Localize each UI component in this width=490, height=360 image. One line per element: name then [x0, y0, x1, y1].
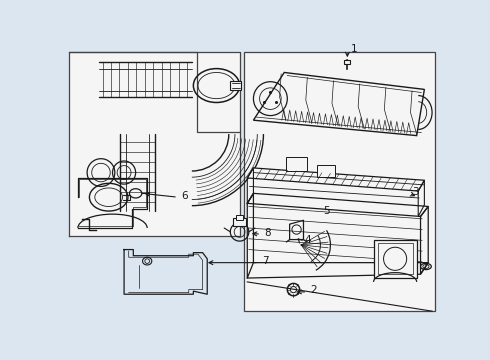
Polygon shape — [253, 72, 424, 136]
Text: 1: 1 — [350, 44, 357, 54]
Text: 4: 4 — [304, 235, 311, 245]
Text: 2: 2 — [311, 285, 317, 295]
Text: 7: 7 — [262, 256, 269, 266]
Text: 3: 3 — [412, 187, 418, 197]
Bar — [244, 53, 435, 311]
Text: 5: 5 — [323, 206, 330, 216]
Bar — [317, 165, 335, 177]
Bar — [374, 239, 416, 278]
Text: 6: 6 — [181, 191, 188, 201]
Ellipse shape — [82, 62, 205, 147]
Bar — [230, 81, 241, 90]
Polygon shape — [247, 193, 428, 216]
Bar — [344, 60, 350, 64]
Text: 8: 8 — [264, 228, 271, 238]
Bar — [237, 215, 243, 220]
Bar — [378, 243, 413, 274]
Bar — [233, 218, 245, 226]
Polygon shape — [247, 168, 424, 191]
Bar — [69, 53, 240, 236]
Bar — [286, 157, 307, 171]
